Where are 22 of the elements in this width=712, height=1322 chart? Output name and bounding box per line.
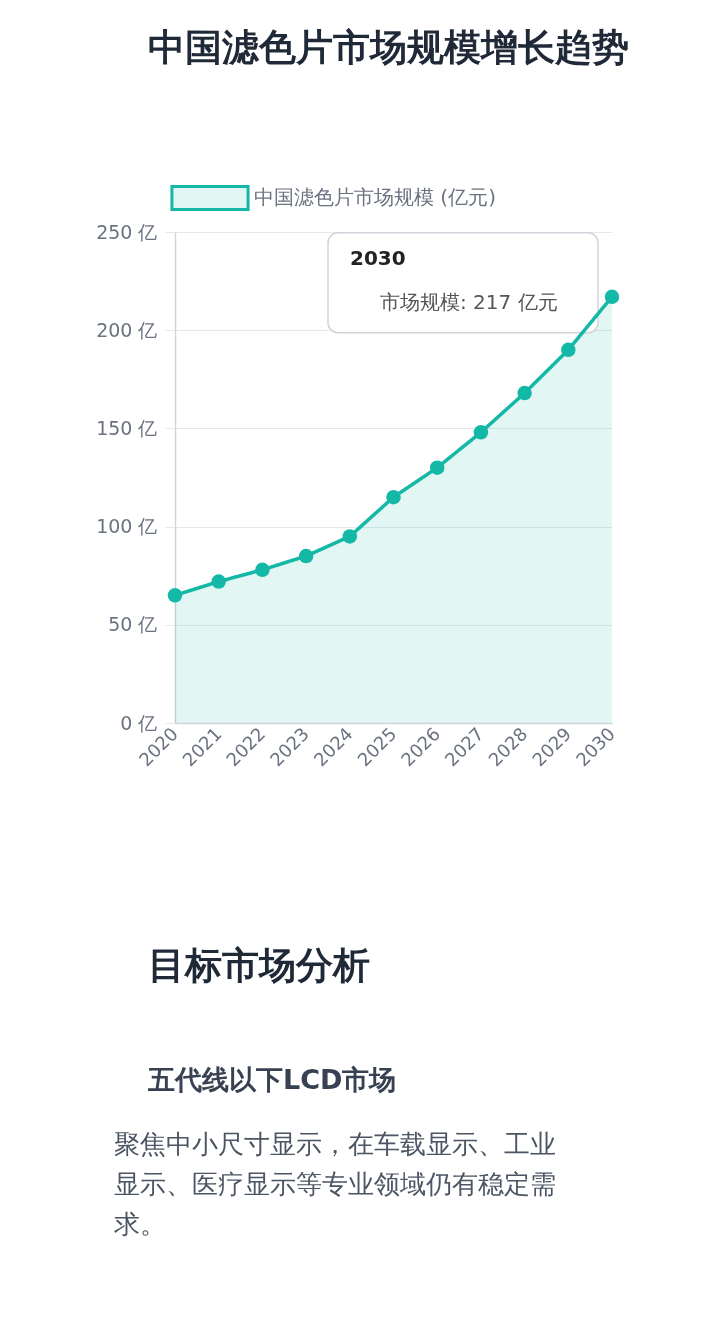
text: 聚焦中小尺寸显示，在车载显示、工业显示、医疗显示等专业领域仍有稳定需求。 (114, 1129, 556, 1239)
point (429, 460, 445, 475)
category-label: 2030 (350, 245, 406, 270)
text: 目标市场分析 (148, 944, 370, 987)
point (298, 548, 314, 564)
annotation: 市场规模: 217 亿元 (380, 289, 558, 314)
point (211, 574, 226, 589)
point (473, 425, 489, 440)
y-tick-label: 200 亿 (96, 318, 158, 341)
y-tick-label: 50 亿 (108, 613, 158, 636)
point (167, 588, 183, 603)
point (255, 562, 270, 578)
point (517, 385, 532, 401)
point (561, 342, 576, 358)
legend-label: 中国滤色片市场规模 (亿元) (254, 185, 496, 209)
y-tick-label: 150 亿 (96, 416, 158, 439)
text: 五代线以下LCD市场 (147, 1064, 397, 1095)
point (342, 529, 358, 544)
point (386, 489, 401, 505)
chart-title: 中国滤色片市场规模增长趋势 (148, 26, 629, 69)
y-tick-label: 250 亿 (96, 220, 158, 243)
y-tick-label: 100 亿 (96, 515, 158, 538)
